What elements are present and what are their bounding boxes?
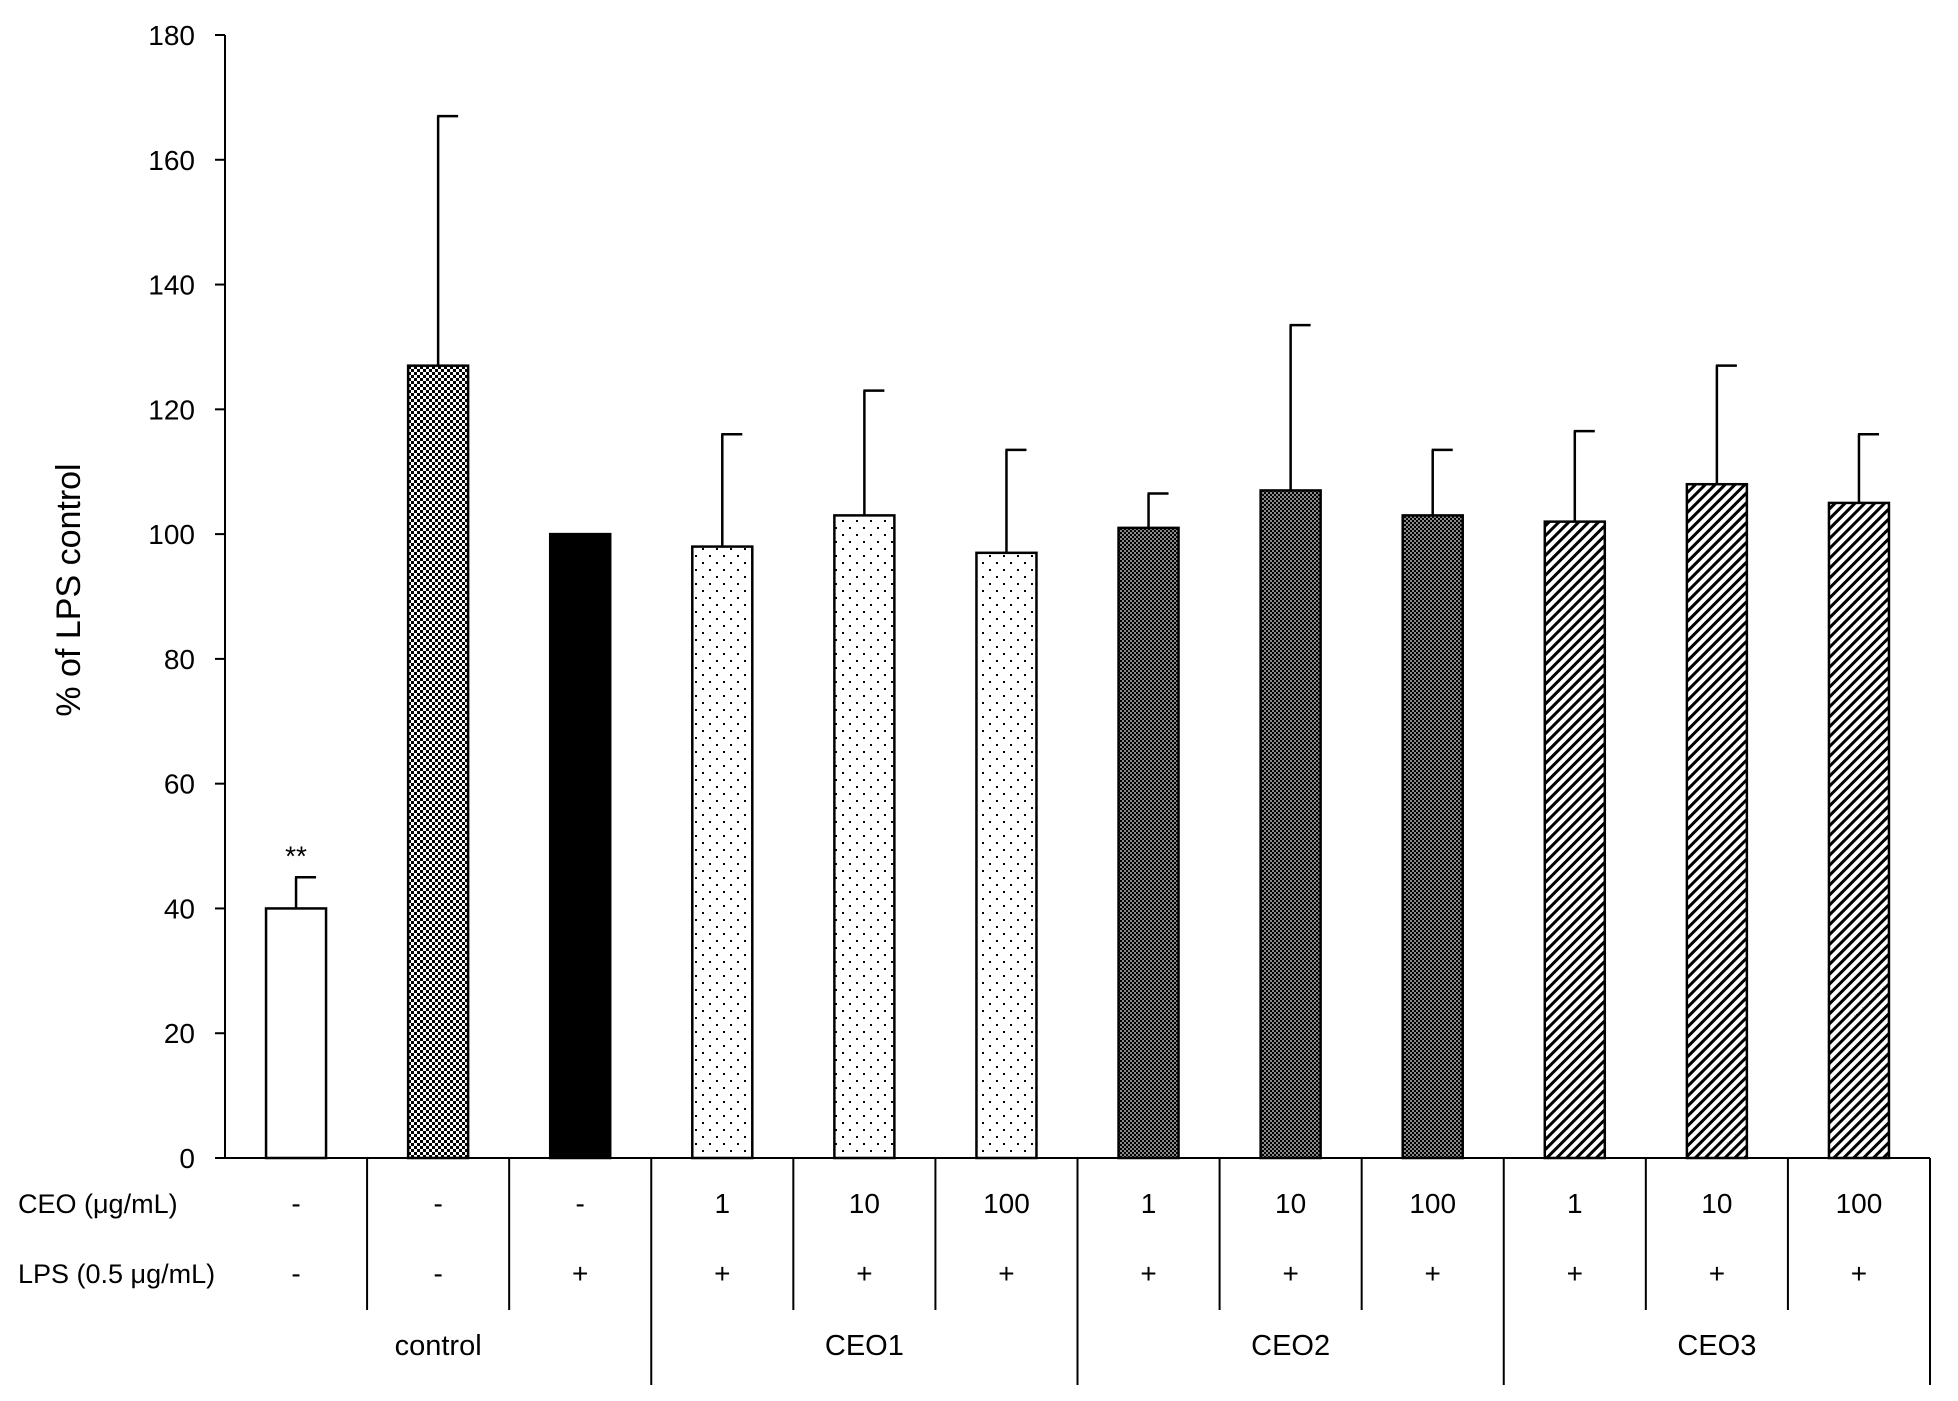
bar xyxy=(1401,514,1464,1160)
bars xyxy=(264,364,1891,1160)
table-cell: + xyxy=(1282,1258,1298,1289)
table-cell: - xyxy=(433,1258,442,1289)
bar xyxy=(1543,520,1607,1160)
significance-marker: ** xyxy=(285,840,307,871)
bar xyxy=(975,551,1038,1160)
bar xyxy=(1259,489,1322,1160)
error-bar xyxy=(436,114,459,366)
table-cell: 1 xyxy=(1567,1188,1583,1219)
significance-annotations: ** xyxy=(285,840,307,871)
error-bar xyxy=(1289,323,1311,491)
group-label: CEO2 xyxy=(1251,1330,1330,1362)
table-cell: - xyxy=(433,1188,442,1219)
y-tick-label: 120 xyxy=(148,394,195,425)
bar xyxy=(1827,501,1891,1160)
bar xyxy=(548,532,612,1160)
table-row-label: CEO (μg/mL) xyxy=(18,1189,178,1219)
y-tick-label: 100 xyxy=(148,519,195,550)
group-label: CEO3 xyxy=(1677,1330,1756,1362)
table-row-label: LPS (0.5 μg/mL) xyxy=(18,1259,215,1289)
table-cell: + xyxy=(1425,1258,1441,1289)
error-bar xyxy=(1431,448,1453,516)
error-bar xyxy=(1715,364,1737,485)
treatment-table: CEO (μg/mL) - - - 1 10 100 1 10 100 1 10 100 LPS (0.5… xyxy=(18,1158,1931,1385)
group-label: CEO1 xyxy=(825,1330,904,1362)
bar xyxy=(833,514,896,1160)
y-tick-label: 180 xyxy=(148,20,195,51)
table-cell: - xyxy=(291,1188,300,1219)
y-tick-label: 160 xyxy=(148,145,195,176)
error-bar xyxy=(1857,433,1879,503)
bar xyxy=(1117,526,1180,1160)
table-cell: + xyxy=(1709,1258,1725,1289)
table-cell: - xyxy=(576,1188,585,1219)
table-cell: 10 xyxy=(849,1188,880,1219)
error-bars xyxy=(294,114,1879,909)
table-cell: 1 xyxy=(1141,1188,1157,1219)
table-cell: + xyxy=(1140,1258,1156,1289)
bar xyxy=(691,545,754,1160)
table-cell: + xyxy=(1851,1258,1867,1289)
y-tick-label: 20 xyxy=(164,1018,195,1049)
table-cell: 100 xyxy=(1409,1188,1456,1219)
table-cell: 1 xyxy=(715,1188,731,1219)
y-tick-label: 80 xyxy=(164,644,195,675)
y-axis-label: % of LPS control xyxy=(50,463,88,716)
bar xyxy=(1685,482,1749,1160)
y-tick-label: 60 xyxy=(164,769,195,800)
table-cell: - xyxy=(291,1258,300,1289)
table-cell: 100 xyxy=(1836,1188,1883,1219)
y-tick-label: 0 xyxy=(179,1143,195,1174)
table-cell: + xyxy=(714,1258,730,1289)
error-bar xyxy=(294,876,317,909)
error-bar xyxy=(863,389,885,516)
table-cell: + xyxy=(1567,1258,1583,1289)
table-cell: + xyxy=(856,1258,872,1289)
error-bar xyxy=(1147,492,1169,528)
bar xyxy=(264,907,328,1160)
y-axis-ticks: 0 20 40 60 80 100 120 140 160 180 xyxy=(148,20,225,1174)
table-cell: + xyxy=(998,1258,1014,1289)
table-cell: 100 xyxy=(983,1188,1030,1219)
y-tick-label: 40 xyxy=(164,893,195,924)
table-cell: + xyxy=(572,1258,588,1289)
bar xyxy=(406,364,470,1160)
error-bar xyxy=(721,433,743,547)
group-label: control xyxy=(395,1330,482,1362)
table-cell: 10 xyxy=(1701,1188,1732,1219)
table-cell: 10 xyxy=(1275,1188,1306,1219)
error-bar xyxy=(1573,429,1595,522)
y-tick-label: 140 xyxy=(148,270,195,301)
error-bar xyxy=(1005,448,1027,553)
